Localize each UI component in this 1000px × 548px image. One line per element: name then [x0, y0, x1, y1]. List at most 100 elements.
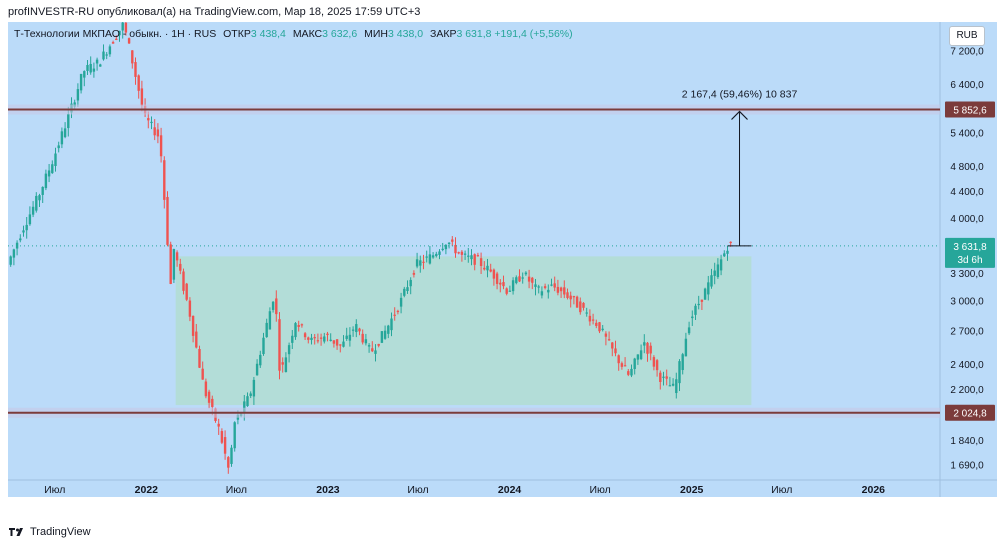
candle-down — [377, 343, 380, 346]
candle-up — [108, 46, 112, 55]
candle-down — [220, 431, 224, 443]
candle-down — [185, 283, 188, 300]
candle-up — [668, 385, 672, 387]
footer: TradingView — [8, 526, 91, 538]
price-chart[interactable]: 5 852,6 2 024,8 3 631,8 3d 6h 2 167,4 (59,46… — [8, 22, 997, 497]
open-label: ОТКР — [223, 28, 251, 40]
candle-down — [483, 267, 486, 270]
level-price-label: 2 024,8 — [953, 409, 987, 420]
candle-up — [601, 328, 604, 330]
candle-up — [364, 339, 368, 344]
candle-up — [172, 248, 176, 280]
candle-up — [79, 73, 83, 91]
candle-down — [502, 282, 505, 287]
symbol-title[interactable]: Т-Технологии МКПАО - обыкн. · 1H · RUS — [14, 28, 217, 40]
candle-up — [511, 280, 515, 292]
candle-down — [454, 244, 457, 254]
candle-up — [15, 242, 19, 249]
candle-up — [515, 277, 518, 284]
candle-up — [537, 286, 540, 288]
candle-up — [28, 214, 32, 225]
candle-up — [723, 253, 726, 257]
candle-up — [54, 153, 57, 167]
price-tick-label: 3 000,0 — [950, 296, 984, 307]
candle-up — [329, 339, 332, 341]
candle-down — [505, 288, 508, 294]
candle-up — [102, 51, 105, 60]
time-tick-label: Июл — [407, 484, 428, 496]
candle-up — [35, 195, 38, 211]
candle-down — [531, 277, 534, 283]
candle-down — [588, 315, 592, 322]
candle-up — [83, 71, 86, 78]
candle-up — [25, 224, 28, 231]
candle-down — [175, 252, 179, 261]
candle-up — [671, 383, 675, 386]
candle-up — [383, 330, 387, 339]
candle-up — [403, 288, 406, 296]
low-label: МИН — [364, 28, 389, 40]
currency-button[interactable]: RUB — [949, 26, 985, 46]
candle-up — [121, 22, 124, 31]
candle-up — [419, 260, 422, 266]
time-tick-label: Июл — [226, 484, 247, 496]
candle-up — [246, 396, 249, 407]
candle-down — [319, 337, 323, 339]
candle-up — [380, 331, 384, 343]
candle-up — [716, 264, 720, 278]
price-tick-label: 4 400,0 — [950, 187, 984, 198]
candle-up — [409, 279, 412, 287]
price-tick-label: 2 700,0 — [950, 327, 984, 338]
current-price-tag — [945, 237, 995, 268]
candle-up — [687, 327, 691, 334]
candle-up — [681, 354, 684, 371]
level-price-tag — [945, 101, 995, 118]
measure-label: 2 167,4 (59,46%) 10 837 — [682, 89, 798, 101]
candle-up — [636, 354, 640, 360]
candle-down — [572, 296, 576, 298]
candle-down — [591, 319, 595, 321]
candle-up — [415, 259, 419, 267]
candle-down — [476, 255, 480, 257]
high-value: 3 632,6 — [322, 28, 358, 40]
price-tick-label: 3 300,0 — [950, 269, 984, 280]
change-value: +191,4 (+5,56%) — [494, 28, 573, 40]
candle-down — [195, 331, 198, 348]
candle-down — [495, 273, 499, 284]
candle-down — [223, 437, 227, 454]
candle-up — [252, 379, 256, 397]
candle-down — [313, 337, 316, 339]
time-tick-label: 2022 — [135, 484, 159, 496]
candle-up — [463, 253, 467, 255]
candle-down — [457, 252, 460, 254]
candle-down — [134, 62, 137, 77]
candle-down — [227, 457, 230, 468]
candle-down — [332, 340, 336, 344]
candle-up — [678, 361, 681, 384]
open-value: 3 438,4 — [250, 28, 286, 40]
candle-down — [339, 344, 342, 346]
candle-down — [611, 342, 614, 349]
candle-up — [726, 250, 729, 254]
candle-down — [607, 339, 611, 341]
time-tick-label: Июл — [771, 484, 792, 496]
candle-down — [543, 286, 547, 289]
candle-down — [361, 333, 364, 343]
candle-up — [428, 254, 432, 264]
candle-up — [521, 277, 524, 279]
candle-down — [729, 241, 732, 244]
candle-up — [547, 289, 550, 293]
candle-down — [553, 283, 556, 288]
candle-down — [614, 348, 617, 354]
level-price-label: 5 852,6 — [953, 106, 987, 117]
candle-down — [489, 269, 492, 272]
candle-down — [617, 355, 620, 364]
candle-down — [627, 371, 630, 375]
candle-up — [435, 253, 438, 257]
candle-up — [639, 350, 643, 360]
candle-up — [63, 128, 67, 138]
candle-down — [169, 244, 172, 284]
candle-up — [105, 54, 108, 56]
candle-down — [307, 337, 310, 340]
candle-up — [99, 64, 102, 67]
